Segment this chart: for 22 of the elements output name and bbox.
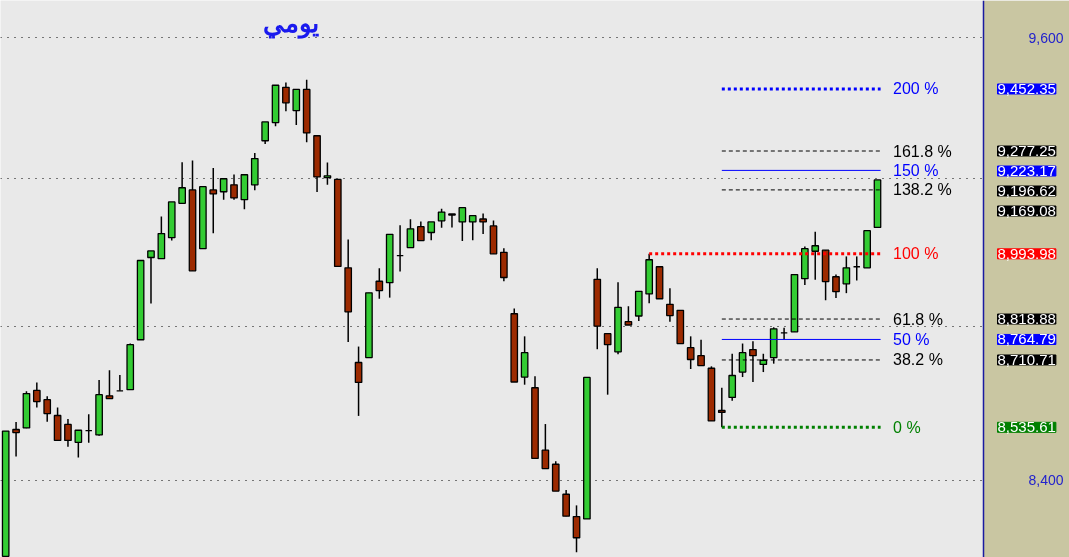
annotation: 138.2 % [893,181,952,199]
annotation: 9,196.62 [997,182,1056,200]
annotation: 8,710.71 [997,350,1056,368]
annotation: 8,993.98 [997,244,1056,262]
annotation: 9,223.17 [997,162,1056,180]
annotation: 38.2 % [893,351,943,369]
chart-title: يومي [262,7,319,39]
annotation: 61.8 % [893,310,943,328]
y-tick-label: 8,400 [1028,472,1064,489]
annotation: 100 % [893,245,939,263]
annotation: 200 % [893,80,939,98]
annotation: 161.8 % [893,142,952,160]
annotation: 150 % [893,161,939,179]
annotation: 8,535.61 [997,418,1056,436]
annotation: 9,452.35 [997,80,1056,97]
annotation: 8,818.88 [997,310,1056,328]
y-tick-label: 9,600 [1028,29,1064,46]
annotation: 50 % [893,330,930,348]
annotation: 8,764.79 [997,330,1056,348]
annotation: 9,277.25 [997,142,1056,160]
annotation: 0 % [893,418,921,436]
annotation: 9,169.08 [997,202,1056,220]
